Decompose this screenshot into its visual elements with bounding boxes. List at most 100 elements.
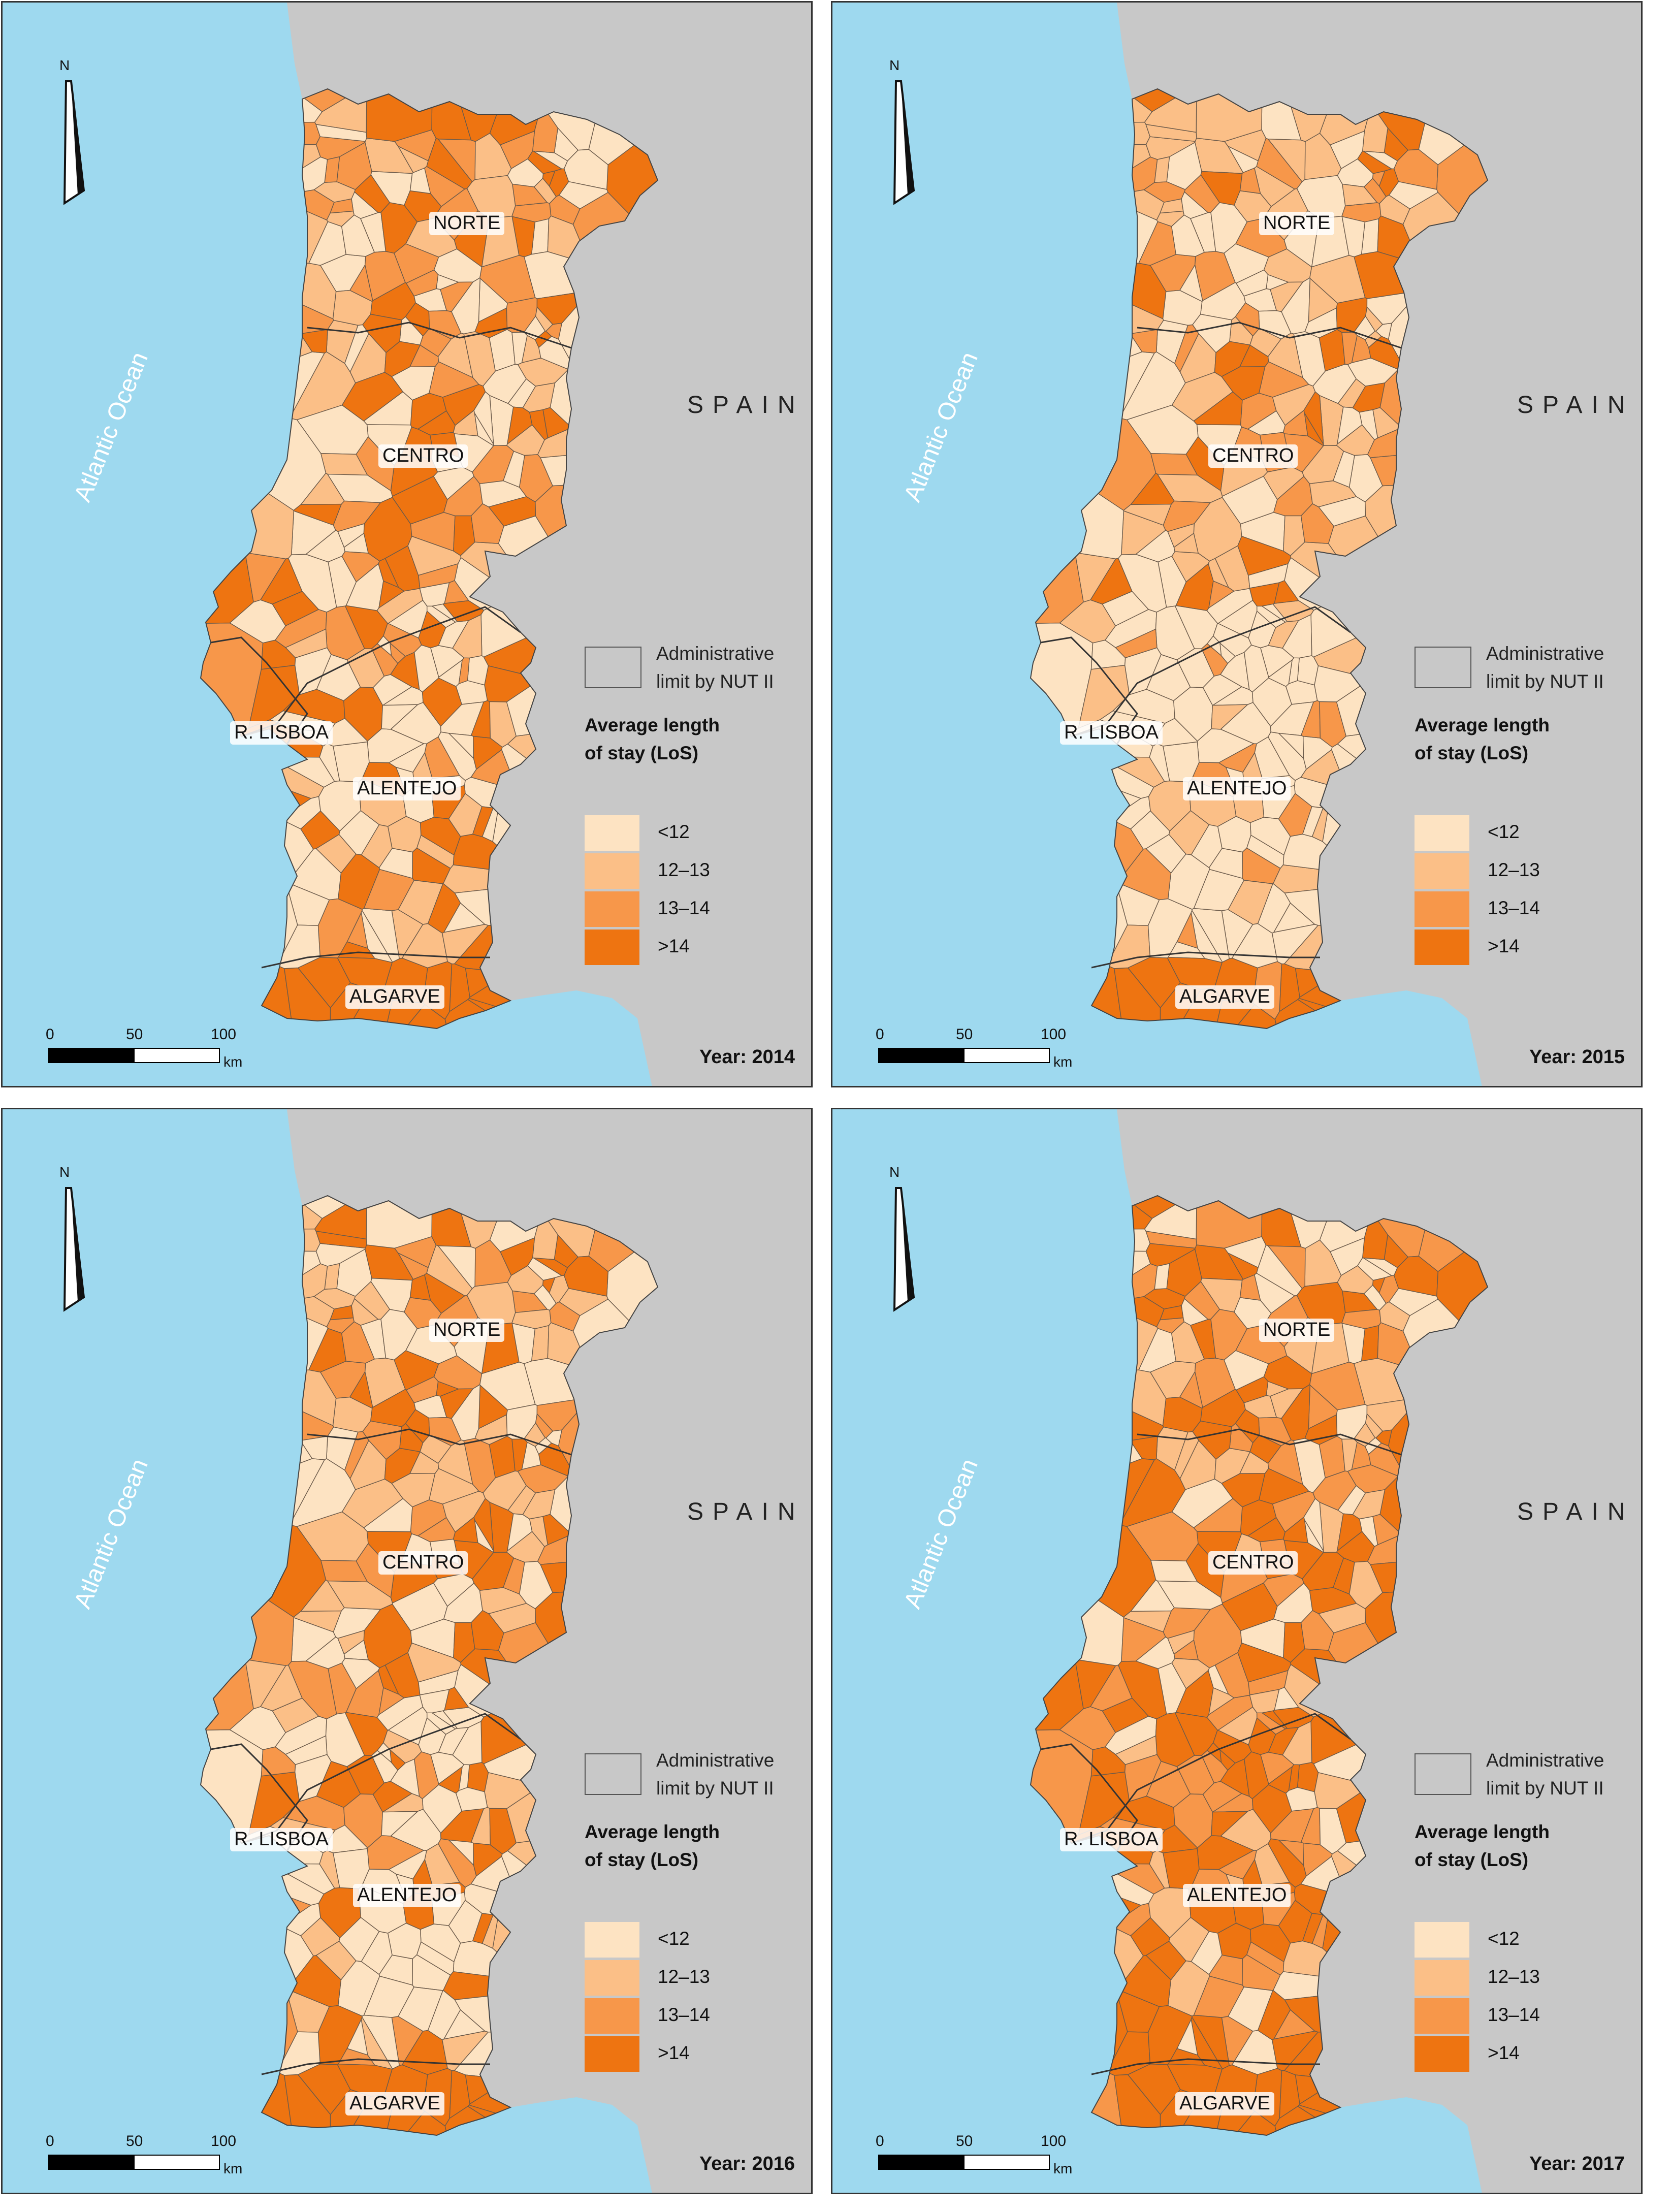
- municipality-area: [535, 1586, 658, 1858]
- legend-swatch: [585, 1960, 639, 1996]
- municipality-area: [521, 335, 541, 364]
- scale-bar-black: [878, 2155, 965, 2170]
- municipality-area: [332, 290, 373, 326]
- municipality-area: [1263, 1573, 1304, 1607]
- municipality-area: [1330, 1237, 1365, 1276]
- north-label: N: [59, 1164, 70, 1180]
- municipality-area: [327, 1580, 393, 1610]
- north-arrow-icon: [893, 1187, 915, 1312]
- municipality-area: [1162, 1396, 1203, 1433]
- legend-swatch: [585, 929, 639, 965]
- municipality-area: [409, 344, 439, 367]
- municipality-area: [448, 732, 474, 759]
- municipality-area: [366, 89, 433, 142]
- municipality-area: [422, 1784, 462, 1834]
- scale-tick-label: 0: [876, 2133, 884, 2150]
- municipality-area: [1200, 282, 1246, 320]
- map-panel-3: N SPAIN Atlantic Ocean NORTE CENTRO R. LISBOA…: [1, 1108, 813, 2194]
- municipality-area: [363, 1498, 413, 1532]
- municipality-area: [480, 592, 600, 658]
- admin-limit-label-1: Administrative: [1486, 643, 1604, 664]
- admin-limit-label-1: Administrative: [656, 643, 775, 664]
- region-label-alentejo: ALENTEJO: [353, 777, 461, 800]
- legend-class-label: <12: [658, 1928, 690, 1949]
- admin-limit-label-1: Administrative: [1486, 1750, 1604, 1771]
- municipality-area: [1388, 1288, 1438, 1317]
- municipality-area: [1196, 1196, 1263, 1249]
- municipality-area: [1303, 1498, 1324, 1551]
- scale-unit: km: [223, 1054, 243, 1070]
- municipality-area: [1173, 1793, 1213, 1848]
- municipality-area: [522, 1489, 556, 1520]
- municipality-area: [1239, 1451, 1269, 1474]
- scale-unit: km: [223, 2161, 243, 2176]
- region-label-r-lisboa: R. LISBOA: [230, 721, 333, 745]
- municipality-area: [1348, 454, 1383, 503]
- municipality-area: [426, 1712, 457, 1735]
- ocean-area: [832, 3, 1482, 1086]
- municipality-area: [330, 198, 354, 214]
- legend-swatch: [1415, 815, 1469, 851]
- municipality-area: [1319, 1808, 1346, 1854]
- municipality-area: [452, 1720, 483, 1766]
- municipality-area: [1300, 503, 1334, 544]
- municipality-area: [1130, 1917, 1170, 1957]
- municipality-area: [337, 523, 365, 548]
- municipality-area: [1393, 1256, 1438, 1297]
- municipality-area: [424, 736, 460, 779]
- municipality-area: [1167, 1630, 1195, 1655]
- municipality-area: [1319, 701, 1346, 748]
- municipality-area: [433, 466, 474, 500]
- municipality-area: [1267, 1439, 1303, 1485]
- country-label: SPAIN: [687, 1498, 805, 1525]
- scale-bar-white: [963, 2155, 1050, 2170]
- municipality-area: [473, 1498, 494, 1551]
- municipality-area: [1282, 1720, 1312, 1766]
- north-arrow-icon: [63, 1187, 85, 1312]
- municipality-area: [1261, 89, 1302, 141]
- municipality-area: [1160, 198, 1184, 214]
- municipality-area: [1283, 919, 1488, 973]
- municipality-area: [1393, 149, 1438, 190]
- municipality-area: [1224, 129, 1267, 162]
- legend-swatch: [1415, 1960, 1469, 1996]
- municipality-area: [381, 704, 419, 730]
- scale-unit: km: [1053, 2161, 1073, 2176]
- municipality-area: [300, 1917, 340, 1957]
- municipality-area: [452, 614, 483, 659]
- scale-bar-black: [48, 2155, 135, 2170]
- year-label: Year: 2016: [699, 2153, 795, 2174]
- municipality-area: [1193, 869, 1244, 911]
- municipality-area: [511, 216, 536, 258]
- legend-class-label: 12–13: [1488, 859, 1540, 880]
- municipality-area: [1156, 1580, 1223, 1610]
- region-label-centro: CENTRO: [1208, 1551, 1298, 1575]
- municipality-area: [511, 1323, 536, 1364]
- municipality-area: [1162, 290, 1203, 326]
- municipality-area: [451, 1384, 480, 1441]
- municipality-area: [300, 1435, 328, 1460]
- municipality-area: [437, 333, 473, 378]
- municipality-area: [427, 883, 461, 934]
- municipality-area: [1267, 333, 1303, 378]
- municipality-area: [1193, 1498, 1243, 1532]
- municipality-area: [378, 580, 405, 609]
- municipality-area: [293, 503, 342, 526]
- municipality-area: [454, 919, 658, 973]
- municipality-area: [1193, 391, 1243, 426]
- admin-limit-label-2: limit by NUT II: [1486, 671, 1604, 692]
- ocean-area: [3, 1109, 652, 2193]
- municipality-area: [1257, 1990, 1291, 2040]
- municipality-area: [1196, 89, 1263, 142]
- choropleth-map: [3, 1109, 659, 2193]
- municipality-area: [1208, 1687, 1235, 1716]
- municipality-area: [1278, 732, 1304, 759]
- scale-tick-label: 100: [211, 1026, 237, 1043]
- municipality-area: [448, 1839, 474, 1866]
- municipality-area: [500, 1237, 535, 1276]
- municipality-area: [1281, 277, 1310, 335]
- north-arrow-icon: [63, 80, 85, 205]
- choropleth-map: [832, 1109, 1489, 2193]
- municipality-area: [1224, 1236, 1267, 1268]
- municipality-area: [498, 1622, 590, 1711]
